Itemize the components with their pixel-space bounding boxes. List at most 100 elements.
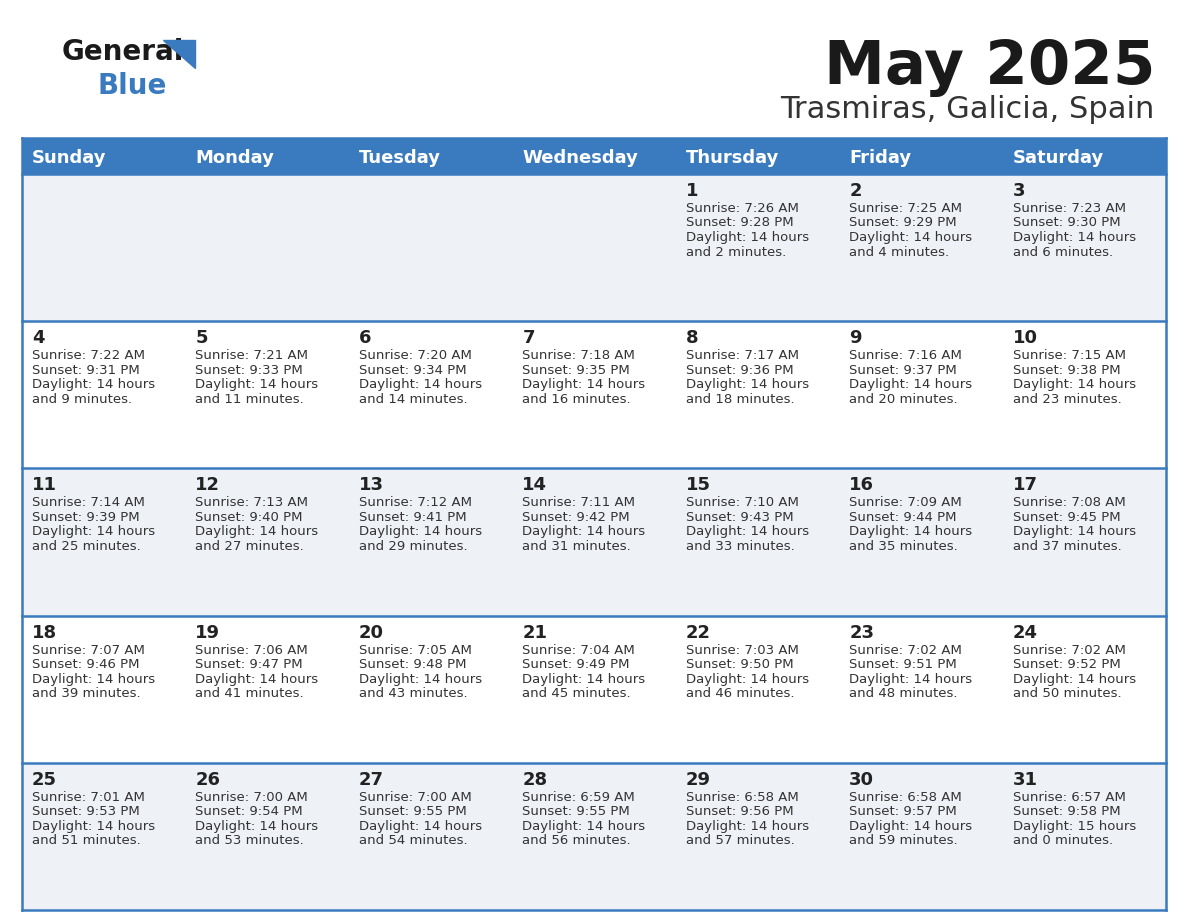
Bar (23, 321, 1165, 468)
Text: Daylight: 14 hours: Daylight: 14 hours (685, 231, 809, 244)
Text: and 57 minutes.: and 57 minutes. (685, 834, 795, 847)
Text: Sunset: 9:31 PM: Sunset: 9:31 PM (32, 364, 140, 376)
Text: and 37 minutes.: and 37 minutes. (1012, 540, 1121, 553)
Text: 18: 18 (32, 623, 57, 642)
Text: Sunset: 9:35 PM: Sunset: 9:35 PM (523, 364, 630, 376)
Text: and 2 minutes.: and 2 minutes. (685, 245, 786, 259)
Text: and 27 minutes.: and 27 minutes. (196, 540, 304, 553)
Text: 3: 3 (1012, 182, 1025, 200)
Text: 24: 24 (1012, 623, 1037, 642)
Text: Daylight: 14 hours: Daylight: 14 hours (685, 673, 809, 686)
Polygon shape (163, 40, 195, 68)
Text: Sunrise: 6:59 AM: Sunrise: 6:59 AM (523, 790, 636, 804)
Text: and 50 minutes.: and 50 minutes. (1012, 687, 1121, 700)
Text: 29: 29 (685, 771, 710, 789)
Text: Sunrise: 7:04 AM: Sunrise: 7:04 AM (523, 644, 636, 656)
Text: 27: 27 (359, 771, 384, 789)
Text: Daylight: 14 hours: Daylight: 14 hours (359, 673, 482, 686)
Text: Sunset: 9:36 PM: Sunset: 9:36 PM (685, 364, 794, 376)
Text: Sunset: 9:38 PM: Sunset: 9:38 PM (1012, 364, 1120, 376)
Text: 2: 2 (849, 182, 861, 200)
Text: and 41 minutes.: and 41 minutes. (196, 687, 304, 700)
Text: Daylight: 14 hours: Daylight: 14 hours (523, 378, 645, 391)
Text: Sunrise: 7:09 AM: Sunrise: 7:09 AM (849, 497, 962, 509)
Text: Blue: Blue (97, 72, 168, 100)
Text: 26: 26 (196, 771, 221, 789)
Text: Daylight: 14 hours: Daylight: 14 hours (1012, 673, 1136, 686)
Text: Sunset: 9:42 PM: Sunset: 9:42 PM (523, 511, 630, 524)
Text: and 20 minutes.: and 20 minutes. (849, 393, 958, 406)
Text: 13: 13 (359, 476, 384, 495)
Text: May 2025: May 2025 (823, 38, 1155, 97)
Text: Sunset: 9:50 PM: Sunset: 9:50 PM (685, 658, 794, 671)
Text: 12: 12 (196, 476, 221, 495)
Text: Sunset: 9:58 PM: Sunset: 9:58 PM (1012, 805, 1120, 818)
Text: 23: 23 (849, 623, 874, 642)
Text: Daylight: 14 hours: Daylight: 14 hours (359, 820, 482, 833)
Text: Daylight: 14 hours: Daylight: 14 hours (1012, 525, 1136, 538)
Text: Sunset: 9:51 PM: Sunset: 9:51 PM (849, 658, 956, 671)
Text: Sunset: 9:53 PM: Sunset: 9:53 PM (32, 805, 140, 818)
Text: Sunset: 9:48 PM: Sunset: 9:48 PM (359, 658, 467, 671)
Text: Sunrise: 6:57 AM: Sunrise: 6:57 AM (1012, 790, 1125, 804)
Text: Sunrise: 7:05 AM: Sunrise: 7:05 AM (359, 644, 472, 656)
Text: and 51 minutes.: and 51 minutes. (32, 834, 140, 847)
Text: Sunset: 9:41 PM: Sunset: 9:41 PM (359, 511, 467, 524)
Text: 1: 1 (685, 182, 699, 200)
Text: Daylight: 14 hours: Daylight: 14 hours (849, 231, 972, 244)
Text: 16: 16 (849, 476, 874, 495)
Text: Sunset: 9:55 PM: Sunset: 9:55 PM (359, 805, 467, 818)
Text: Sunset: 9:54 PM: Sunset: 9:54 PM (196, 805, 303, 818)
Text: Sunset: 9:39 PM: Sunset: 9:39 PM (32, 511, 140, 524)
Text: Sunset: 9:29 PM: Sunset: 9:29 PM (849, 217, 956, 230)
Text: 19: 19 (196, 623, 221, 642)
Text: 8: 8 (685, 330, 699, 347)
Text: Daylight: 14 hours: Daylight: 14 hours (523, 673, 645, 686)
Text: Sunday: Sunday (32, 149, 107, 167)
Text: and 11 minutes.: and 11 minutes. (196, 393, 304, 406)
Bar (23, 174, 1165, 321)
Text: Sunrise: 7:14 AM: Sunrise: 7:14 AM (32, 497, 145, 509)
Text: 31: 31 (1012, 771, 1037, 789)
Text: Sunrise: 7:03 AM: Sunrise: 7:03 AM (685, 644, 798, 656)
Text: Daylight: 14 hours: Daylight: 14 hours (849, 525, 972, 538)
Text: Sunrise: 7:17 AM: Sunrise: 7:17 AM (685, 349, 798, 363)
Text: General: General (62, 38, 184, 66)
Text: Monday: Monday (196, 149, 274, 167)
Text: Daylight: 14 hours: Daylight: 14 hours (196, 525, 318, 538)
Text: 7: 7 (523, 330, 535, 347)
Text: Daylight: 14 hours: Daylight: 14 hours (523, 525, 645, 538)
Text: Daylight: 15 hours: Daylight: 15 hours (1012, 820, 1136, 833)
Text: 6: 6 (359, 330, 372, 347)
Text: Daylight: 14 hours: Daylight: 14 hours (32, 820, 156, 833)
Text: 20: 20 (359, 623, 384, 642)
Text: Daylight: 14 hours: Daylight: 14 hours (685, 820, 809, 833)
Text: 9: 9 (849, 330, 861, 347)
Text: Sunrise: 7:11 AM: Sunrise: 7:11 AM (523, 497, 636, 509)
Text: and 29 minutes.: and 29 minutes. (359, 540, 468, 553)
Text: Sunrise: 7:16 AM: Sunrise: 7:16 AM (849, 349, 962, 363)
Text: Sunrise: 7:15 AM: Sunrise: 7:15 AM (1012, 349, 1125, 363)
Text: and 14 minutes.: and 14 minutes. (359, 393, 468, 406)
Text: Thursday: Thursday (685, 149, 779, 167)
Text: Sunset: 9:52 PM: Sunset: 9:52 PM (1012, 658, 1120, 671)
Text: 11: 11 (32, 476, 57, 495)
Text: 15: 15 (685, 476, 710, 495)
Text: Wednesday: Wednesday (523, 149, 638, 167)
Text: Daylight: 14 hours: Daylight: 14 hours (196, 820, 318, 833)
Text: Sunset: 9:55 PM: Sunset: 9:55 PM (523, 805, 630, 818)
Bar (23, 138, 1165, 174)
Text: Daylight: 14 hours: Daylight: 14 hours (1012, 231, 1136, 244)
Text: Daylight: 14 hours: Daylight: 14 hours (359, 378, 482, 391)
Text: Sunrise: 7:18 AM: Sunrise: 7:18 AM (523, 349, 636, 363)
Text: Daylight: 14 hours: Daylight: 14 hours (32, 673, 156, 686)
Text: 28: 28 (523, 771, 548, 789)
Text: Sunrise: 7:02 AM: Sunrise: 7:02 AM (849, 644, 962, 656)
Text: and 6 minutes.: and 6 minutes. (1012, 245, 1113, 259)
Text: Saturday: Saturday (1012, 149, 1104, 167)
Text: Sunrise: 7:26 AM: Sunrise: 7:26 AM (685, 202, 798, 215)
Text: Sunrise: 6:58 AM: Sunrise: 6:58 AM (685, 790, 798, 804)
Text: Sunrise: 7:22 AM: Sunrise: 7:22 AM (32, 349, 145, 363)
Text: Sunset: 9:34 PM: Sunset: 9:34 PM (359, 364, 467, 376)
Text: Daylight: 14 hours: Daylight: 14 hours (685, 378, 809, 391)
